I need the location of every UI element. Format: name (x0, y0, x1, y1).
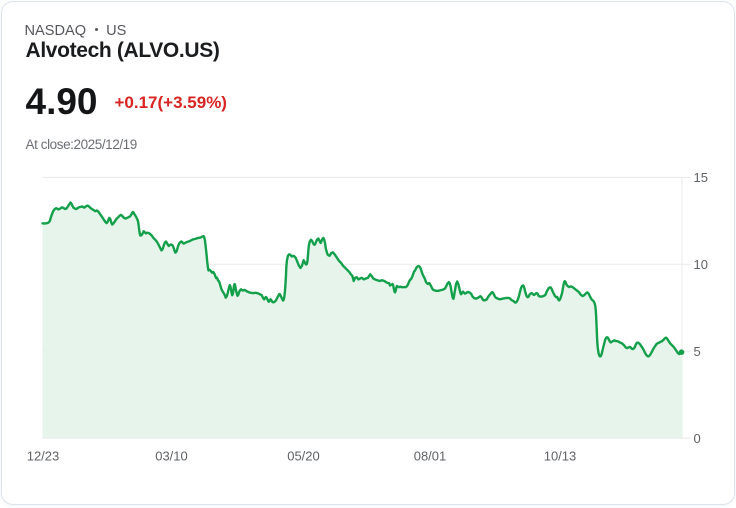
svg-text:5: 5 (694, 344, 701, 359)
svg-text:0: 0 (694, 431, 701, 446)
svg-text:10: 10 (694, 257, 708, 272)
svg-text:08/01: 08/01 (414, 449, 447, 464)
svg-text:03/10: 03/10 (155, 449, 188, 464)
svg-text:15: 15 (694, 170, 708, 185)
svg-text:05/20: 05/20 (287, 449, 320, 464)
svg-text:12/23: 12/23 (27, 449, 60, 464)
svg-text:10/13: 10/13 (544, 449, 577, 464)
